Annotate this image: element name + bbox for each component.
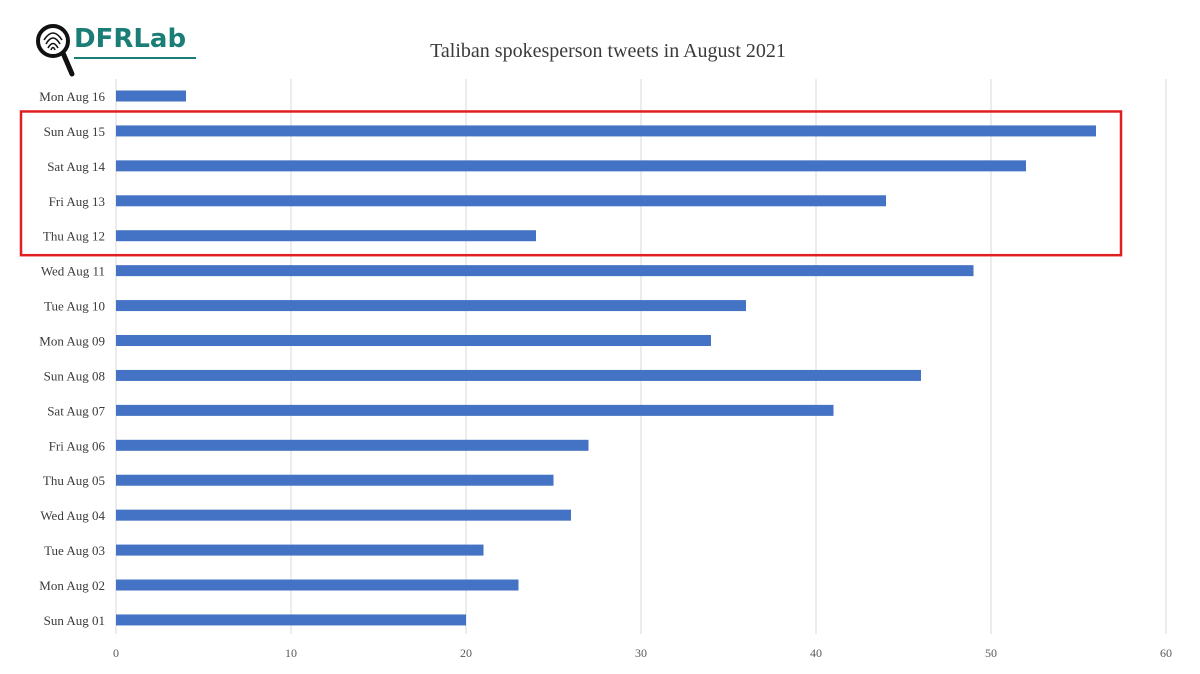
category-label: Sat Aug 07 [47,403,105,418]
bar-sat-aug-14 [116,160,1026,172]
bar-tue-aug-03 [116,544,484,556]
x-tick-label: 10 [285,646,297,660]
x-tick-labels: 0 10 20 30 40 50 60 [113,646,1172,660]
category-label: Fri Aug 13 [49,194,105,209]
bar-sun-aug-08 [116,369,921,381]
category-label: Wed Aug 11 [41,264,105,279]
category-label: Thu Aug 12 [43,229,105,244]
bar-thu-aug-05 [116,474,554,486]
x-tick-label: 30 [635,646,647,660]
category-label: Fri Aug 06 [49,438,106,453]
bar-mon-aug-02 [116,579,519,591]
category-label: Mon Aug 09 [39,334,105,349]
bar-wed-aug-11 [116,265,974,277]
x-tick-label: 0 [113,646,119,660]
highlight-box [19,110,1123,257]
bar-sat-aug-07 [116,404,834,416]
logo-underline [74,57,196,59]
chart-title: Taliban spokesperson tweets in August 20… [430,40,786,62]
x-tick-label: 40 [810,646,822,660]
bar-tue-aug-10 [116,300,746,312]
bar-mon-aug-09 [116,335,711,347]
x-tick-label: 20 [460,646,472,660]
category-label: Tue Aug 10 [44,299,105,314]
category-label: Tue Aug 03 [44,543,105,558]
x-tick-label: 50 [985,646,997,660]
bar-mon-aug-16 [116,90,186,102]
category-label: Sun Aug 08 [44,368,105,383]
bars [116,90,1096,626]
dfrlab-logo: DFRLab [34,22,204,80]
bar-sun-aug-01 [116,614,466,626]
bar-sun-aug-15 [116,125,1096,137]
bar-fri-aug-13 [116,195,886,207]
bar-wed-aug-04 [116,509,571,521]
category-label: Sun Aug 01 [44,613,105,628]
category-label: Sat Aug 14 [47,159,105,174]
category-labels: Mon Aug 16 Sun Aug 15 Sat Aug 14 Fri Aug 13… [39,89,105,628]
category-label: Mon Aug 02 [39,578,105,593]
category-label: Sun Aug 15 [44,124,105,139]
x-tick-label: 60 [1160,646,1172,660]
bar-thu-aug-12 [116,230,536,242]
category-label: Wed Aug 04 [40,508,105,523]
category-label: Thu Aug 05 [43,473,105,488]
logo-text: DFRLab [74,24,187,54]
magnifier-fingerprint-icon [36,24,75,77]
bar-fri-aug-06 [116,439,589,451]
grid-lines [115,79,1167,634]
category-label: Mon Aug 16 [39,89,105,104]
